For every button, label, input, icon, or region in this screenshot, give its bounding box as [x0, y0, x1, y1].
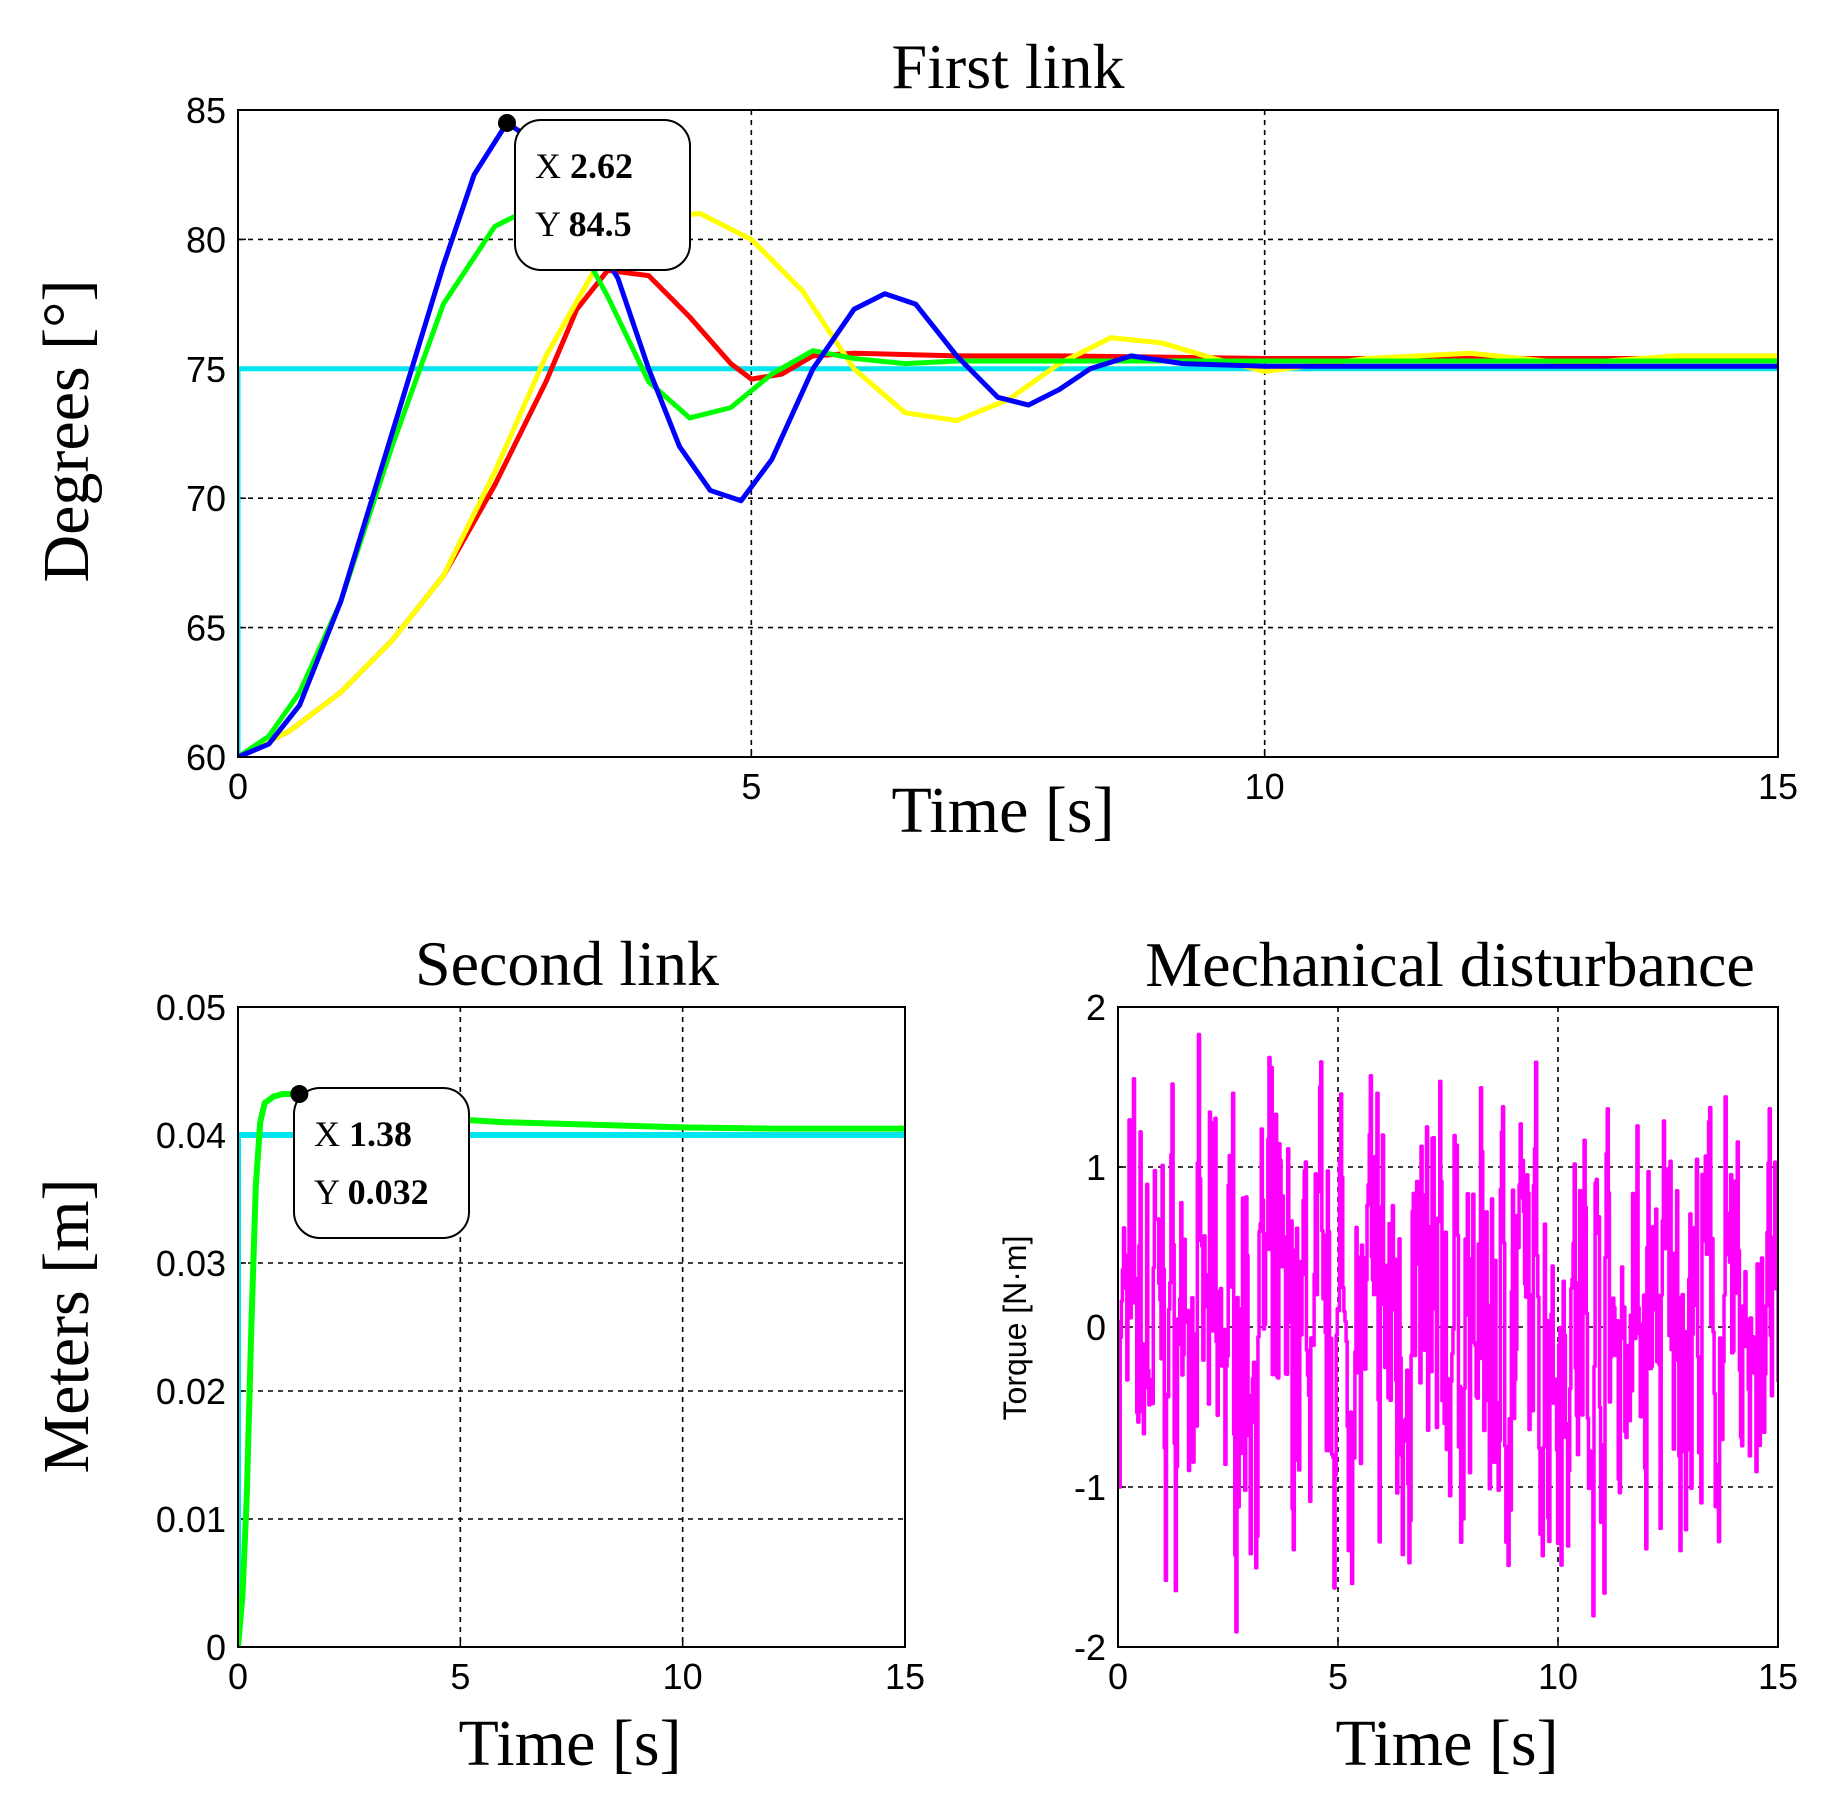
x-tick-label: 15	[885, 1656, 925, 1697]
chart-title: Second link	[415, 928, 719, 999]
y-tick-label: 0	[206, 1627, 226, 1668]
y-tick-label: 0.02	[156, 1371, 226, 1412]
datatip-x: X 2.62	[535, 146, 633, 186]
series-line-disturbance	[1118, 1032, 1778, 1634]
series-mechanical-disturbance	[1118, 1032, 1778, 1634]
x-tick-label: 10	[663, 1656, 703, 1697]
x-tick-label: 5	[450, 1656, 470, 1697]
x-axis-label: Time [s]	[1335, 1707, 1558, 1780]
y-tick-label: 0.01	[156, 1499, 226, 1540]
datatip-x: X 1.38	[314, 1114, 412, 1154]
plot-frame-first-link	[237, 109, 1779, 758]
y-tick-label: 0.04	[156, 1115, 226, 1156]
chart-title: Mechanical disturbance	[1145, 929, 1755, 1000]
y-axis-label: Degrees [°]	[30, 279, 103, 582]
datatip-first-link[interactable]: X 2.62Y 84.5	[497, 113, 691, 271]
plot-frame-mechanical-disturbance	[1117, 1006, 1779, 1648]
datatip-y: Y 84.5	[535, 204, 632, 244]
datatip-value: 0.032	[348, 1172, 429, 1212]
y-tick-label: 0	[1086, 1307, 1106, 1348]
y-tick-label: 2	[1086, 987, 1106, 1028]
chart-first-link: First link Time [s] Degrees [°] 0 5 10 15 60…	[30, 31, 1798, 847]
y-axis-label: Torque [N·m]	[997, 1236, 1033, 1421]
ticks-second-link: 0 5 10 15 0 0.01 0.02 0.03 0.04 0.05	[156, 987, 925, 1697]
x-tick-label: 15	[1758, 1656, 1798, 1697]
chart-mechanical-disturbance: Mechanical disturbance Time [s] Torque […	[997, 929, 1798, 1780]
datatip-value: 2.62	[570, 146, 633, 186]
y-tick-label: 65	[186, 608, 226, 649]
y-tick-label: 1	[1086, 1147, 1106, 1188]
series-line-blue	[238, 120, 1778, 757]
x-tick-label: 0	[1108, 1656, 1128, 1697]
x-axis-label: Time [s]	[891, 774, 1114, 847]
datatip-box[interactable]	[293, 1087, 470, 1239]
y-tick-label: 75	[186, 349, 226, 390]
datatip-marker[interactable]	[497, 113, 516, 132]
y-axis-label: Meters [m]	[30, 1178, 103, 1473]
y-tick-label: 70	[186, 478, 226, 519]
y-tick-label: 0.03	[156, 1243, 226, 1284]
series-line-reference	[238, 366, 1778, 757]
ticks-first-link: 0 5 10 15 60 65 70 75 80 85	[186, 90, 1798, 807]
x-tick-label: 15	[1758, 766, 1798, 807]
datatip-axis-letter: Y	[535, 204, 569, 244]
ticks-mechanical-disturbance: 0 5 10 15 -2 -1 0 1 2	[1074, 987, 1798, 1697]
datatip-box[interactable]	[514, 119, 691, 271]
x-tick-label: 10	[1245, 766, 1285, 807]
series-clip	[1118, 1032, 1778, 1634]
chart-title: First link	[892, 31, 1125, 102]
x-tick-label: 0	[228, 1656, 248, 1697]
y-tick-label: 60	[186, 737, 226, 778]
x-tick-label: 5	[1328, 1656, 1348, 1697]
x-axis-label: Time [s]	[458, 1707, 681, 1780]
x-tick-label: 0	[228, 766, 248, 807]
datatip-axis-letter: X	[314, 1114, 349, 1154]
y-tick-label: -2	[1074, 1627, 1106, 1668]
series-clip	[238, 120, 1778, 757]
y-tick-label: 0.05	[156, 987, 226, 1028]
x-tick-label: 5	[741, 766, 761, 807]
datatip-axis-letter: Y	[314, 1172, 348, 1212]
y-tick-label: -1	[1074, 1467, 1106, 1508]
y-tick-label: 85	[186, 90, 226, 131]
datatip-second-link[interactable]: X 1.38Y 0.032	[290, 1085, 470, 1239]
datatip-y: Y 0.032	[314, 1172, 429, 1212]
x-tick-label: 10	[1538, 1656, 1578, 1697]
datatip-marker[interactable]	[290, 1085, 309, 1104]
y-tick-label: 80	[186, 219, 226, 260]
datatip-value: 1.38	[349, 1114, 412, 1154]
datatip-axis-letter: X	[535, 146, 570, 186]
series-first-link	[238, 120, 1778, 757]
datatip-value: 84.5	[569, 204, 632, 244]
series-line-reference	[238, 1132, 905, 1647]
chart-second-link: Second link Time [s] Meters [m] 0 5 10 1500…	[30, 928, 925, 1780]
plot-frame-second-link	[237, 1006, 906, 1648]
